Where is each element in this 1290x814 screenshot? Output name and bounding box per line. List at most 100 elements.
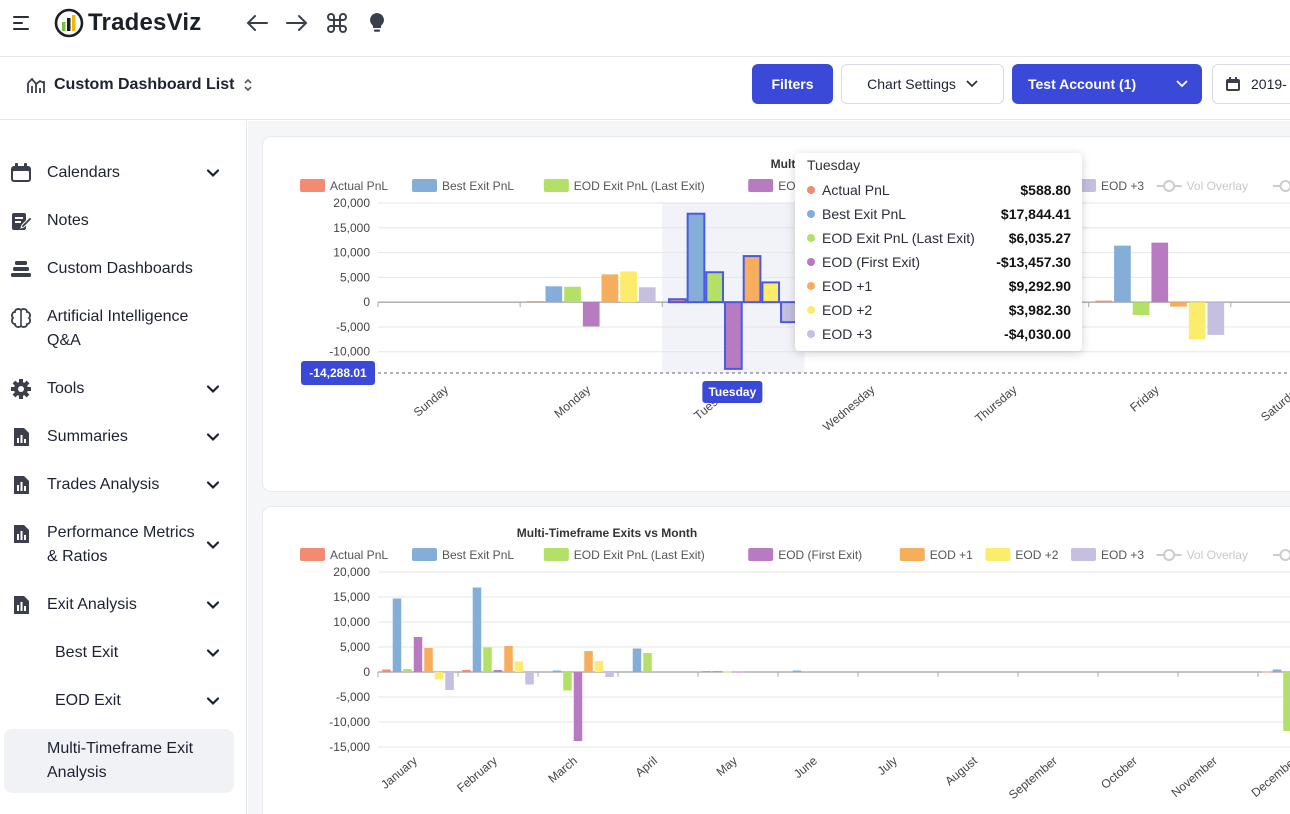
bar-eod-2-monday[interactable] <box>620 271 637 303</box>
bar-eod-exit-pnl-last-exit--monday[interactable] <box>564 286 581 303</box>
bar-best-exit-pnl-tuesday[interactable] <box>686 212 706 304</box>
bar-eod-3-monday[interactable] <box>638 287 656 303</box>
bar-actual-pnl-may[interactable] <box>702 671 711 672</box>
legend-item[interactable]: EOD Exit PnL (Last Exit) <box>543 179 705 193</box>
bar-eod-2-friday[interactable] <box>1188 302 1206 340</box>
bar-eod-first-exit--may[interactable] <box>733 671 743 673</box>
chart-exits-vs-day[interactable]: Mult Actual PnL Best Exit PnL EOD Exit PnL … <box>263 137 1290 491</box>
legend-item[interactable]: Actual PnL <box>300 179 388 193</box>
sidebar-item-artificial-intelligence-q-a[interactable]: Artificial Intelligence Q&A <box>0 305 246 353</box>
forward-arrow-icon[interactable] <box>284 10 310 36</box>
legend-toggle[interactable]: No. of Trades O <box>1273 179 1290 193</box>
bar-eod-exit-pnl-last-exit--friday[interactable] <box>1132 302 1150 316</box>
bar-eod-3-january[interactable] <box>445 672 454 690</box>
sidebar-item-exit-analysis[interactable]: Exit Analysis <box>0 593 246 617</box>
bar-eod-first-exit--march[interactable] <box>573 672 583 741</box>
legend-item[interactable]: EOD +2 <box>985 548 1059 562</box>
back-arrow-icon[interactable] <box>244 10 270 36</box>
bar-eod-1-february[interactable] <box>504 646 513 672</box>
sidebar-item-notes[interactable]: Notes <box>0 209 246 233</box>
bar-best-exit-pnl-may[interactable] <box>712 671 722 672</box>
bar-best-exit-pnl-february[interactable] <box>472 587 482 673</box>
legend-toggle[interactable]: No. of Trades O <box>1273 548 1290 562</box>
sidebar-item-tools[interactable]: Tools <box>0 377 246 401</box>
legend-toggle[interactable]: Vol Overlay <box>1156 179 1248 193</box>
bar-eod-2-february[interactable] <box>514 661 524 673</box>
legend-item[interactable]: Best Exit PnL <box>412 548 514 562</box>
command-icon[interactable] <box>324 10 350 36</box>
chevron-down-icon[interactable] <box>205 381 221 397</box>
bar-eod-exit-pnl-last-exit--december[interactable] <box>1283 672 1290 731</box>
bar-eod-1-march[interactable] <box>584 651 593 672</box>
dashboard-selector[interactable]: Custom Dashboard List <box>26 75 254 95</box>
bar-eod-exit-pnl-last-exit--may[interactable] <box>723 671 732 673</box>
chevron-down-icon[interactable] <box>205 693 221 709</box>
bar-eod-3-february[interactable] <box>525 672 534 685</box>
bar-actual-pnl-december[interactable] <box>1262 671 1271 673</box>
bar-actual-pnl-friday[interactable] <box>1095 300 1113 303</box>
bar-eod-2-tuesday[interactable] <box>761 281 781 304</box>
sidebar-item-calendars[interactable]: Calendars <box>0 161 246 185</box>
legend-item[interactable]: EOD +3 <box>1071 548 1144 562</box>
bar-best-exit-pnl-monday[interactable] <box>545 286 563 303</box>
chevron-down-icon[interactable] <box>205 645 221 661</box>
sidebar-item-performance-metrics-ratios[interactable]: Performance Metrics & Ratios <box>0 521 246 569</box>
bar-actual-pnl-tuesday[interactable] <box>667 298 687 304</box>
chevron-down-icon[interactable] <box>205 429 221 445</box>
sidebar-item-multi-timeframe-exit-analysis[interactable]: Multi-Timeframe Exit Analysis <box>0 737 246 785</box>
app-logo[interactable]: TradesViz <box>54 8 201 38</box>
sidebar-subitem-eod-exit[interactable]: EOD Exit <box>0 689 246 713</box>
bar-eod-1-friday[interactable] <box>1170 302 1187 307</box>
legend-item[interactable]: EOD Exit PnL (Last Exit) <box>543 548 705 562</box>
bar-eod-first-exit--monday[interactable] <box>582 302 600 327</box>
sidebar-item-custom-dashboards[interactable]: Custom Dashboards <box>0 257 246 281</box>
bar-eod-2-january[interactable] <box>434 672 444 680</box>
bar-eod-1-monday[interactable] <box>601 274 619 303</box>
account-selector[interactable]: Test Account (1) <box>1012 64 1202 104</box>
bar-eod-first-exit--tuesday[interactable] <box>724 301 743 370</box>
bar-actual-pnl-january[interactable] <box>382 669 391 673</box>
bar-actual-pnl-february[interactable] <box>462 670 471 672</box>
bar-eod-2-march[interactable] <box>594 661 604 672</box>
bar-best-exit-pnl-december[interactable] <box>1272 669 1282 673</box>
legend-item[interactable]: EOD (First Exit) <box>748 548 862 562</box>
bar-eod-exit-pnl-last-exit--tuesday[interactable] <box>705 271 725 304</box>
bar-best-exit-pnl-june[interactable] <box>792 670 802 673</box>
bar-eod-1-january[interactable] <box>424 648 433 672</box>
bar-eod-exit-pnl-last-exit--february[interactable] <box>483 647 492 673</box>
legend-item[interactable]: Best Exit PnL <box>412 179 514 193</box>
bar-eod-exit-pnl-last-exit--june[interactable] <box>803 671 812 672</box>
sidebar-subitem-best-exit[interactable]: Best Exit <box>0 641 246 665</box>
bar-best-exit-pnl-march[interactable] <box>552 670 562 673</box>
sidebar-item-summaries[interactable]: Summaries <box>0 425 246 449</box>
chart-settings-button[interactable]: Chart Settings <box>841 64 1004 104</box>
sidebar-item-trades-analysis[interactable]: Trades Analysis <box>0 473 246 497</box>
legend-item[interactable]: EOD +1 <box>899 548 973 562</box>
bar-eod-exit-pnl-last-exit--april[interactable] <box>643 653 652 672</box>
bar-eod-exit-pnl-last-exit--january[interactable] <box>403 669 412 672</box>
bar-eod-first-exit--friday[interactable] <box>1151 242 1169 303</box>
chevron-down-icon[interactable] <box>205 477 221 493</box>
bar-eod-3-march[interactable] <box>605 672 614 677</box>
lightbulb-icon[interactable] <box>364 10 390 36</box>
date-range-picker[interactable]: 2019- <box>1212 64 1290 104</box>
chevron-down-icon[interactable] <box>205 537 221 553</box>
bar-best-exit-pnl-january[interactable] <box>392 598 402 673</box>
bar-eod-first-exit--february[interactable] <box>493 670 503 672</box>
bar-best-exit-pnl-april[interactable] <box>632 648 642 673</box>
menu-icon[interactable] <box>12 14 32 37</box>
bar-eod-first-exit--january[interactable] <box>413 637 423 672</box>
chart-exits-vs-month[interactable]: Multi-Timeframe Exits vs Month Actual PnL… <box>263 507 1290 814</box>
filters-button[interactable]: Filters <box>752 64 833 104</box>
chevron-down-icon[interactable] <box>205 165 221 181</box>
bar-eod-3-friday[interactable] <box>1207 302 1225 335</box>
bar-actual-pnl-monday[interactable] <box>526 301 544 303</box>
legend-item[interactable]: Actual PnL <box>300 548 388 562</box>
bar-eod-exit-pnl-last-exit--march[interactable] <box>563 672 572 691</box>
bar-eod-1-tuesday[interactable] <box>742 255 762 304</box>
legend-toggle[interactable]: Vol Overlay <box>1156 548 1248 562</box>
x-tick-label: February <box>454 754 500 796</box>
legend-item[interactable]: EOD +3 <box>1071 179 1144 193</box>
chevron-down-icon[interactable] <box>205 597 221 613</box>
bar-best-exit-pnl-friday[interactable] <box>1114 245 1131 303</box>
